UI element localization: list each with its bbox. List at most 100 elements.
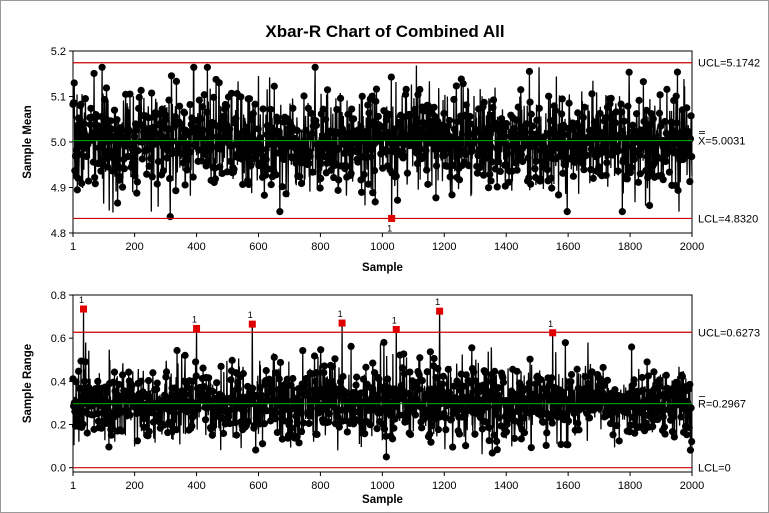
sample-point [477,406,485,414]
sample-point [503,161,511,169]
sample-point [390,424,398,432]
sample-point [211,175,220,183]
y-tick-label: 5.0 [51,137,66,149]
sample-point [662,157,670,166]
sample-point [462,101,470,109]
x-tick-label: 2000 [680,241,704,253]
sample-point [254,125,262,133]
sample-point [686,380,694,389]
sample-point [387,73,395,81]
sample-point [169,137,177,145]
sample-point [372,97,380,105]
sample-point [558,110,566,118]
sample-point [232,431,241,439]
sample-point [535,135,543,143]
sample-point [382,116,390,124]
x-tick-label: 1600 [556,241,580,253]
sample-point [615,147,623,155]
sample-point [556,134,565,142]
out-of-control-point [392,326,400,334]
sample-point [486,142,495,150]
sample-point [253,151,261,159]
sample-point [296,397,304,405]
sample-point [186,100,194,109]
sample-point [358,92,366,100]
sample-point [79,125,88,133]
sample-point [219,429,228,438]
sample-point [452,394,460,402]
out-of-control-flag: 1 [392,316,397,326]
sample-point [460,382,468,390]
sample-point [649,115,657,123]
sample-point [585,414,594,422]
sample-point [476,388,484,396]
sample-point [473,169,482,177]
sample-point [407,122,415,131]
x-tick-label: 400 [187,480,205,492]
sample-point [145,427,153,436]
sample-point [133,178,142,186]
sample-point [83,429,91,437]
sample-point [551,106,560,115]
sample-point [113,199,122,207]
sample-point [283,375,291,383]
sample-point [382,453,390,461]
x-tick-label: 1000 [370,480,394,492]
sample-point [97,424,106,432]
sample-point [84,177,93,185]
sample-point [108,167,116,175]
sample-point [170,123,179,131]
sample-point [260,191,268,199]
sample-point [672,378,680,386]
sample-point [126,90,134,98]
sample-point [582,151,591,159]
sample-point [595,128,604,136]
sample-point [599,363,607,372]
sample-point [153,130,161,138]
sample-point [259,105,267,113]
sample-point [73,186,81,194]
x-tick-label: 800 [311,480,329,492]
sample-point [602,171,610,179]
sample-point [617,100,625,108]
sample-point [146,145,154,153]
sample-point [367,153,375,161]
sample-point [282,190,290,198]
sample-point [363,131,371,140]
sample-point [413,159,421,168]
sample-point [636,151,644,159]
sample-point [384,375,392,383]
out-of-control-flag: 1 [79,295,84,305]
sample-point [406,368,414,376]
sample-point [141,414,150,422]
sample-point [154,411,163,419]
out-of-control-flag: 1 [387,223,392,233]
x-tick-label: 1800 [618,241,642,253]
sample-point [91,180,99,188]
x-tick-label: 1800 [618,480,642,492]
sample-point [164,428,172,437]
sample-point [607,94,615,102]
sample-point [531,165,539,173]
sample-point [74,174,82,182]
sample-point [438,138,446,146]
sample-point [224,413,233,421]
sample-point [91,173,99,182]
sample-point [650,368,658,376]
sample-point [219,125,228,133]
sample-point [281,398,290,406]
sample-point [99,409,107,417]
sample-point [397,381,405,390]
sample-point [130,133,138,141]
sample-point [81,358,89,366]
sample-point [161,124,169,132]
sample-point [588,90,596,98]
range-panel: 0.00.20.40.60.81 200 400 600 800 1000 1200 1400… [22,290,760,506]
sample-point [543,429,551,437]
sample-point [80,120,88,128]
sample-point [242,150,250,158]
sample-point [195,96,203,104]
sample-point [361,430,369,438]
sample-point [366,421,374,429]
sample-point [385,133,393,141]
